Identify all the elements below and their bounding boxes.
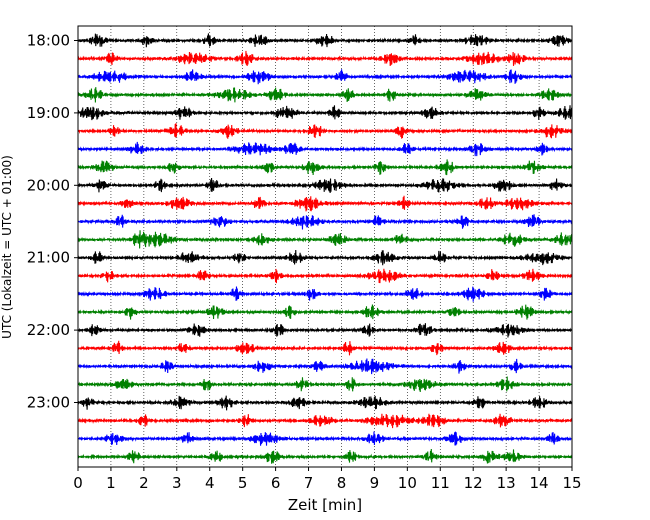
x-tick-label: 8 [337, 474, 347, 492]
trace-17 [77, 340, 573, 356]
trace-5 [77, 123, 573, 139]
trace-23 [77, 449, 573, 464]
trace-7 [77, 159, 573, 176]
trace-1 [77, 50, 573, 67]
x-tick-label: 1 [106, 474, 116, 492]
y-tick-label: 23:00 [27, 394, 70, 412]
trace-22 [77, 431, 573, 446]
y-tick-label: 19:00 [27, 104, 70, 122]
x-tick-label: 15 [562, 474, 581, 492]
trace-13 [77, 268, 573, 284]
x-tick-label: 7 [304, 474, 314, 492]
x-tick-label: 11 [431, 474, 450, 492]
x-tick-label: 13 [497, 474, 516, 492]
y-axis-label: UTC (Lokalzeit = UTC + 01:00) [0, 155, 14, 339]
trace-group [77, 33, 573, 464]
x-tick-label: 3 [172, 474, 182, 492]
trace-9 [77, 195, 573, 212]
x-tick-label: 2 [139, 474, 149, 492]
trace-11 [77, 230, 573, 249]
trace-0 [77, 33, 573, 48]
x-tick-label: 6 [271, 474, 281, 492]
trace-14 [77, 286, 573, 302]
trace-2 [77, 69, 573, 85]
x-axis-label: Zeit [min] [288, 496, 362, 514]
y-tick-label: 18:00 [27, 32, 70, 50]
x-axis-ticks: 0 1 2 3 4 5 6 7 8 9 10 11 12 13 14 15 [73, 467, 582, 492]
trace-15 [77, 304, 573, 320]
x-tick-label: 0 [73, 474, 83, 492]
trace-4 [77, 105, 573, 121]
trace-20 [77, 395, 573, 411]
trace-8 [77, 178, 573, 193]
trace-16 [77, 323, 573, 338]
trace-21 [77, 413, 573, 429]
trace-10 [77, 214, 573, 230]
y-tick-label: 22:00 [27, 321, 70, 339]
x-tick-label: 12 [464, 474, 483, 492]
y-tick-label: 20:00 [27, 176, 70, 194]
trace-18 [77, 358, 573, 375]
x-tick-label: 4 [205, 474, 215, 492]
x-tick-label: 5 [238, 474, 248, 492]
trace-3 [77, 87, 573, 103]
trace-12 [77, 249, 573, 266]
x-tick-label: 10 [398, 474, 417, 492]
x-tick-label: 14 [530, 474, 549, 492]
trace-6 [77, 141, 573, 157]
x-tick-label: 9 [370, 474, 380, 492]
y-axis-ticks: 18:00 19:00 20:00 21:00 22:00 23:00 [27, 32, 78, 412]
plot-frame [77, 25, 573, 468]
y-tick-label: 21:00 [27, 249, 70, 267]
trace-19 [77, 376, 573, 392]
